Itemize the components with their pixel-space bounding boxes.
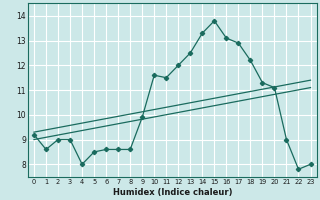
X-axis label: Humidex (Indice chaleur): Humidex (Indice chaleur) xyxy=(113,188,232,197)
